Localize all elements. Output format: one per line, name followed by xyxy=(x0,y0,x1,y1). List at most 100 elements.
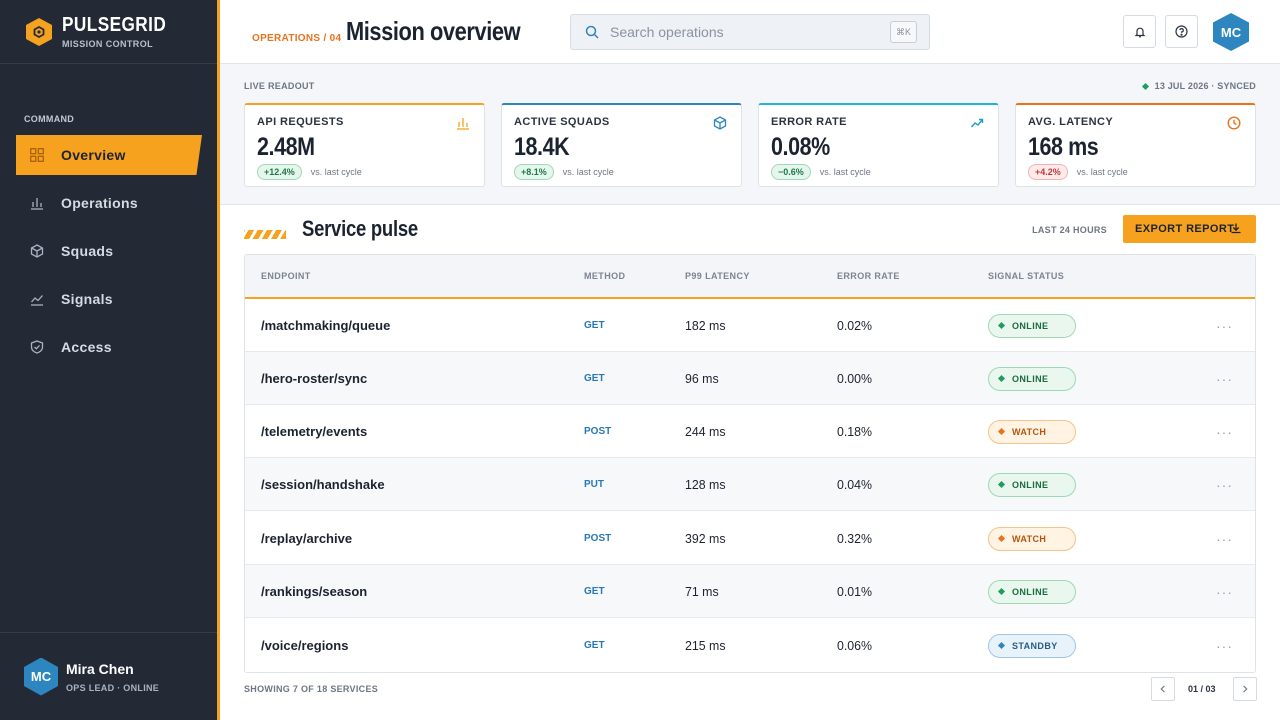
user-profile[interactable]: MC Mira Chen OPS LEAD · ONLINE xyxy=(0,632,217,720)
export-report-button[interactable]: EXPORT REPORT xyxy=(1123,215,1256,243)
stat-delta-note: vs. last cycle xyxy=(562,167,614,177)
method-cell: POST xyxy=(584,426,612,437)
sidebar-item-operations[interactable]: Operations xyxy=(16,183,202,223)
breadcrumb[interactable]: OPERATIONS / 04 xyxy=(252,33,342,44)
column-header-error-rate[interactable]: ERROR RATE xyxy=(837,271,900,281)
latency-cell: 128 ms xyxy=(685,477,726,492)
row-more-menu-button[interactable]: ··· xyxy=(1216,476,1233,493)
previous-page-button[interactable] xyxy=(1151,677,1175,701)
endpoint-cell: /session/handshake xyxy=(261,477,385,492)
row-more-menu-button[interactable]: ··· xyxy=(1216,637,1233,654)
stat-value: 0.08% xyxy=(771,133,830,161)
account-avatar[interactable]: MC xyxy=(1213,13,1249,51)
row-more-menu-button[interactable]: ··· xyxy=(1216,530,1233,547)
status-badge-label: ONLINE xyxy=(1012,479,1049,490)
user-role: OPS LEAD · ONLINE xyxy=(66,682,160,693)
column-header-p99-latency[interactable]: P99 LATENCY xyxy=(685,271,750,281)
error-rate-cell: 0.32% xyxy=(837,531,873,546)
endpoint-cell: /voice/regions xyxy=(261,638,349,653)
column-header-method[interactable]: METHOD xyxy=(584,271,626,281)
status-cell: WATCH xyxy=(988,512,1076,565)
sidebar-item-squads[interactable]: Squads xyxy=(16,231,202,271)
status-dot-icon xyxy=(997,587,1006,596)
brand[interactable]: PULSEGRID MISSION CONTROL xyxy=(0,0,217,64)
sidebar-item-label: Access xyxy=(61,339,112,355)
stat-delta-note: vs. last cycle xyxy=(819,167,871,177)
stat-card-active-squads[interactable]: ACTIVE SQUADS 18.4K +8.1% vs. last cycle xyxy=(501,103,742,187)
row-more-menu-button[interactable]: ··· xyxy=(1216,423,1233,440)
brand-name: PULSEGRID xyxy=(62,13,167,36)
sync-status-text: 13 JUL 2026 · SYNCED xyxy=(1154,81,1256,91)
export-button-label: EXPORT REPORT xyxy=(1135,223,1235,235)
error-rate-cell: 0.02% xyxy=(837,318,873,333)
status-dot-icon xyxy=(997,374,1006,383)
grid-icon xyxy=(30,148,44,162)
method-cell: PUT xyxy=(584,479,604,490)
latency-cell: 71 ms xyxy=(685,584,719,599)
status-cell: STANDBY xyxy=(988,619,1076,672)
table-header: ENDPOINT METHOD P99 LATENCY ERROR RATE S… xyxy=(245,255,1255,299)
row-more-menu-button[interactable]: ··· xyxy=(1216,370,1233,387)
method-cell: GET xyxy=(584,640,605,651)
next-page-button[interactable] xyxy=(1233,677,1257,701)
stat-delta-badge: +8.1% xyxy=(514,164,554,180)
row-more-menu-button[interactable]: ··· xyxy=(1216,583,1233,600)
avatar: MC xyxy=(24,657,58,696)
search-bar[interactable]: ⌘K xyxy=(570,14,930,50)
error-rate-cell: 0.04% xyxy=(837,477,873,492)
status-badge: WATCH xyxy=(988,526,1076,551)
time-range-label[interactable]: LAST 24 HOURS xyxy=(1032,225,1107,235)
stat-card-avg-latency[interactable]: AVG. LATENCY 168 ms +4.2% vs. last cycle xyxy=(1015,103,1256,187)
row-more-menu-button[interactable]: ··· xyxy=(1216,317,1233,334)
table-row[interactable]: /rankings/season GET 71 ms 0.01% ONLINE … xyxy=(245,565,1255,618)
endpoint-cell: /rankings/season xyxy=(261,584,368,599)
stat-label: API REQUESTS xyxy=(257,116,344,128)
stat-label: ERROR RATE xyxy=(771,116,847,128)
status-cell: ONLINE xyxy=(988,299,1076,352)
error-rate-cell: 0.06% xyxy=(837,638,873,653)
table-row[interactable]: /replay/archive POST 392 ms 0.32% WATCH … xyxy=(245,512,1255,565)
table-row[interactable]: /matchmaking/queue GET 182 ms 0.02% ONLI… xyxy=(245,299,1255,352)
help-button[interactable] xyxy=(1165,15,1198,48)
table-row[interactable]: /telemetry/events POST 244 ms 0.18% WATC… xyxy=(245,405,1255,458)
help-icon xyxy=(1175,25,1188,38)
stat-card-api-requests[interactable]: API REQUESTS 2.48M +12.4% vs. last cycle xyxy=(244,103,485,187)
table-row[interactable]: /voice/regions GET 215 ms 0.06% STANDBY … xyxy=(245,619,1255,672)
bar-chart-icon xyxy=(30,196,44,210)
status-dot-icon xyxy=(997,641,1006,650)
sidebar-item-label: Overview xyxy=(61,147,126,163)
error-rate-cell: 0.01% xyxy=(837,584,873,599)
sidebar-item-overview[interactable]: Overview xyxy=(16,135,202,175)
table-row[interactable]: /hero-roster/sync GET 96 ms 0.00% ONLINE… xyxy=(245,352,1255,405)
notifications-button[interactable] xyxy=(1123,15,1156,48)
status-badge: ONLINE xyxy=(988,579,1076,604)
status-dot-icon xyxy=(997,427,1006,436)
status-badge: ONLINE xyxy=(988,366,1076,391)
trend-line-icon xyxy=(970,116,984,130)
column-header-signal-status[interactable]: SIGNAL STATUS xyxy=(988,271,1065,281)
method-cell: POST xyxy=(584,533,612,544)
keyboard-shortcut-hint: ⌘K xyxy=(890,21,917,43)
topbar: OPERATIONS / 04 Mission overview ⌘K MC xyxy=(220,0,1280,64)
hazard-stripes-decoration xyxy=(244,230,286,239)
search-input[interactable] xyxy=(610,24,870,40)
readout-label: LIVE READOUT xyxy=(244,81,315,91)
chevron-right-icon xyxy=(1241,685,1249,693)
services-table: ENDPOINT METHOD P99 LATENCY ERROR RATE S… xyxy=(244,254,1256,673)
endpoint-cell: /telemetry/events xyxy=(261,424,368,439)
table-row[interactable]: /session/handshake PUT 128 ms 0.04% ONLI… xyxy=(245,458,1255,511)
stat-cards: API REQUESTS 2.48M +12.4% vs. last cycle… xyxy=(244,103,1256,187)
status-dot-icon xyxy=(997,534,1006,543)
sidebar-item-access[interactable]: Access xyxy=(16,327,202,367)
status-badge-label: ONLINE xyxy=(1012,586,1049,597)
column-header-endpoint[interactable]: ENDPOINT xyxy=(261,271,311,281)
latency-cell: 392 ms xyxy=(685,531,726,546)
sidebar-item-signals[interactable]: Signals xyxy=(16,279,202,319)
status-badge: STANDBY xyxy=(988,633,1076,658)
status-dot-icon xyxy=(997,321,1006,330)
status-cell: ONLINE xyxy=(988,458,1076,511)
stat-card-error-rate[interactable]: ERROR RATE 0.08% −0.6% vs. last cycle xyxy=(758,103,999,187)
status-badge-label: WATCH xyxy=(1012,533,1047,544)
error-rate-cell: 0.00% xyxy=(837,371,873,386)
method-cell: GET xyxy=(584,373,605,384)
